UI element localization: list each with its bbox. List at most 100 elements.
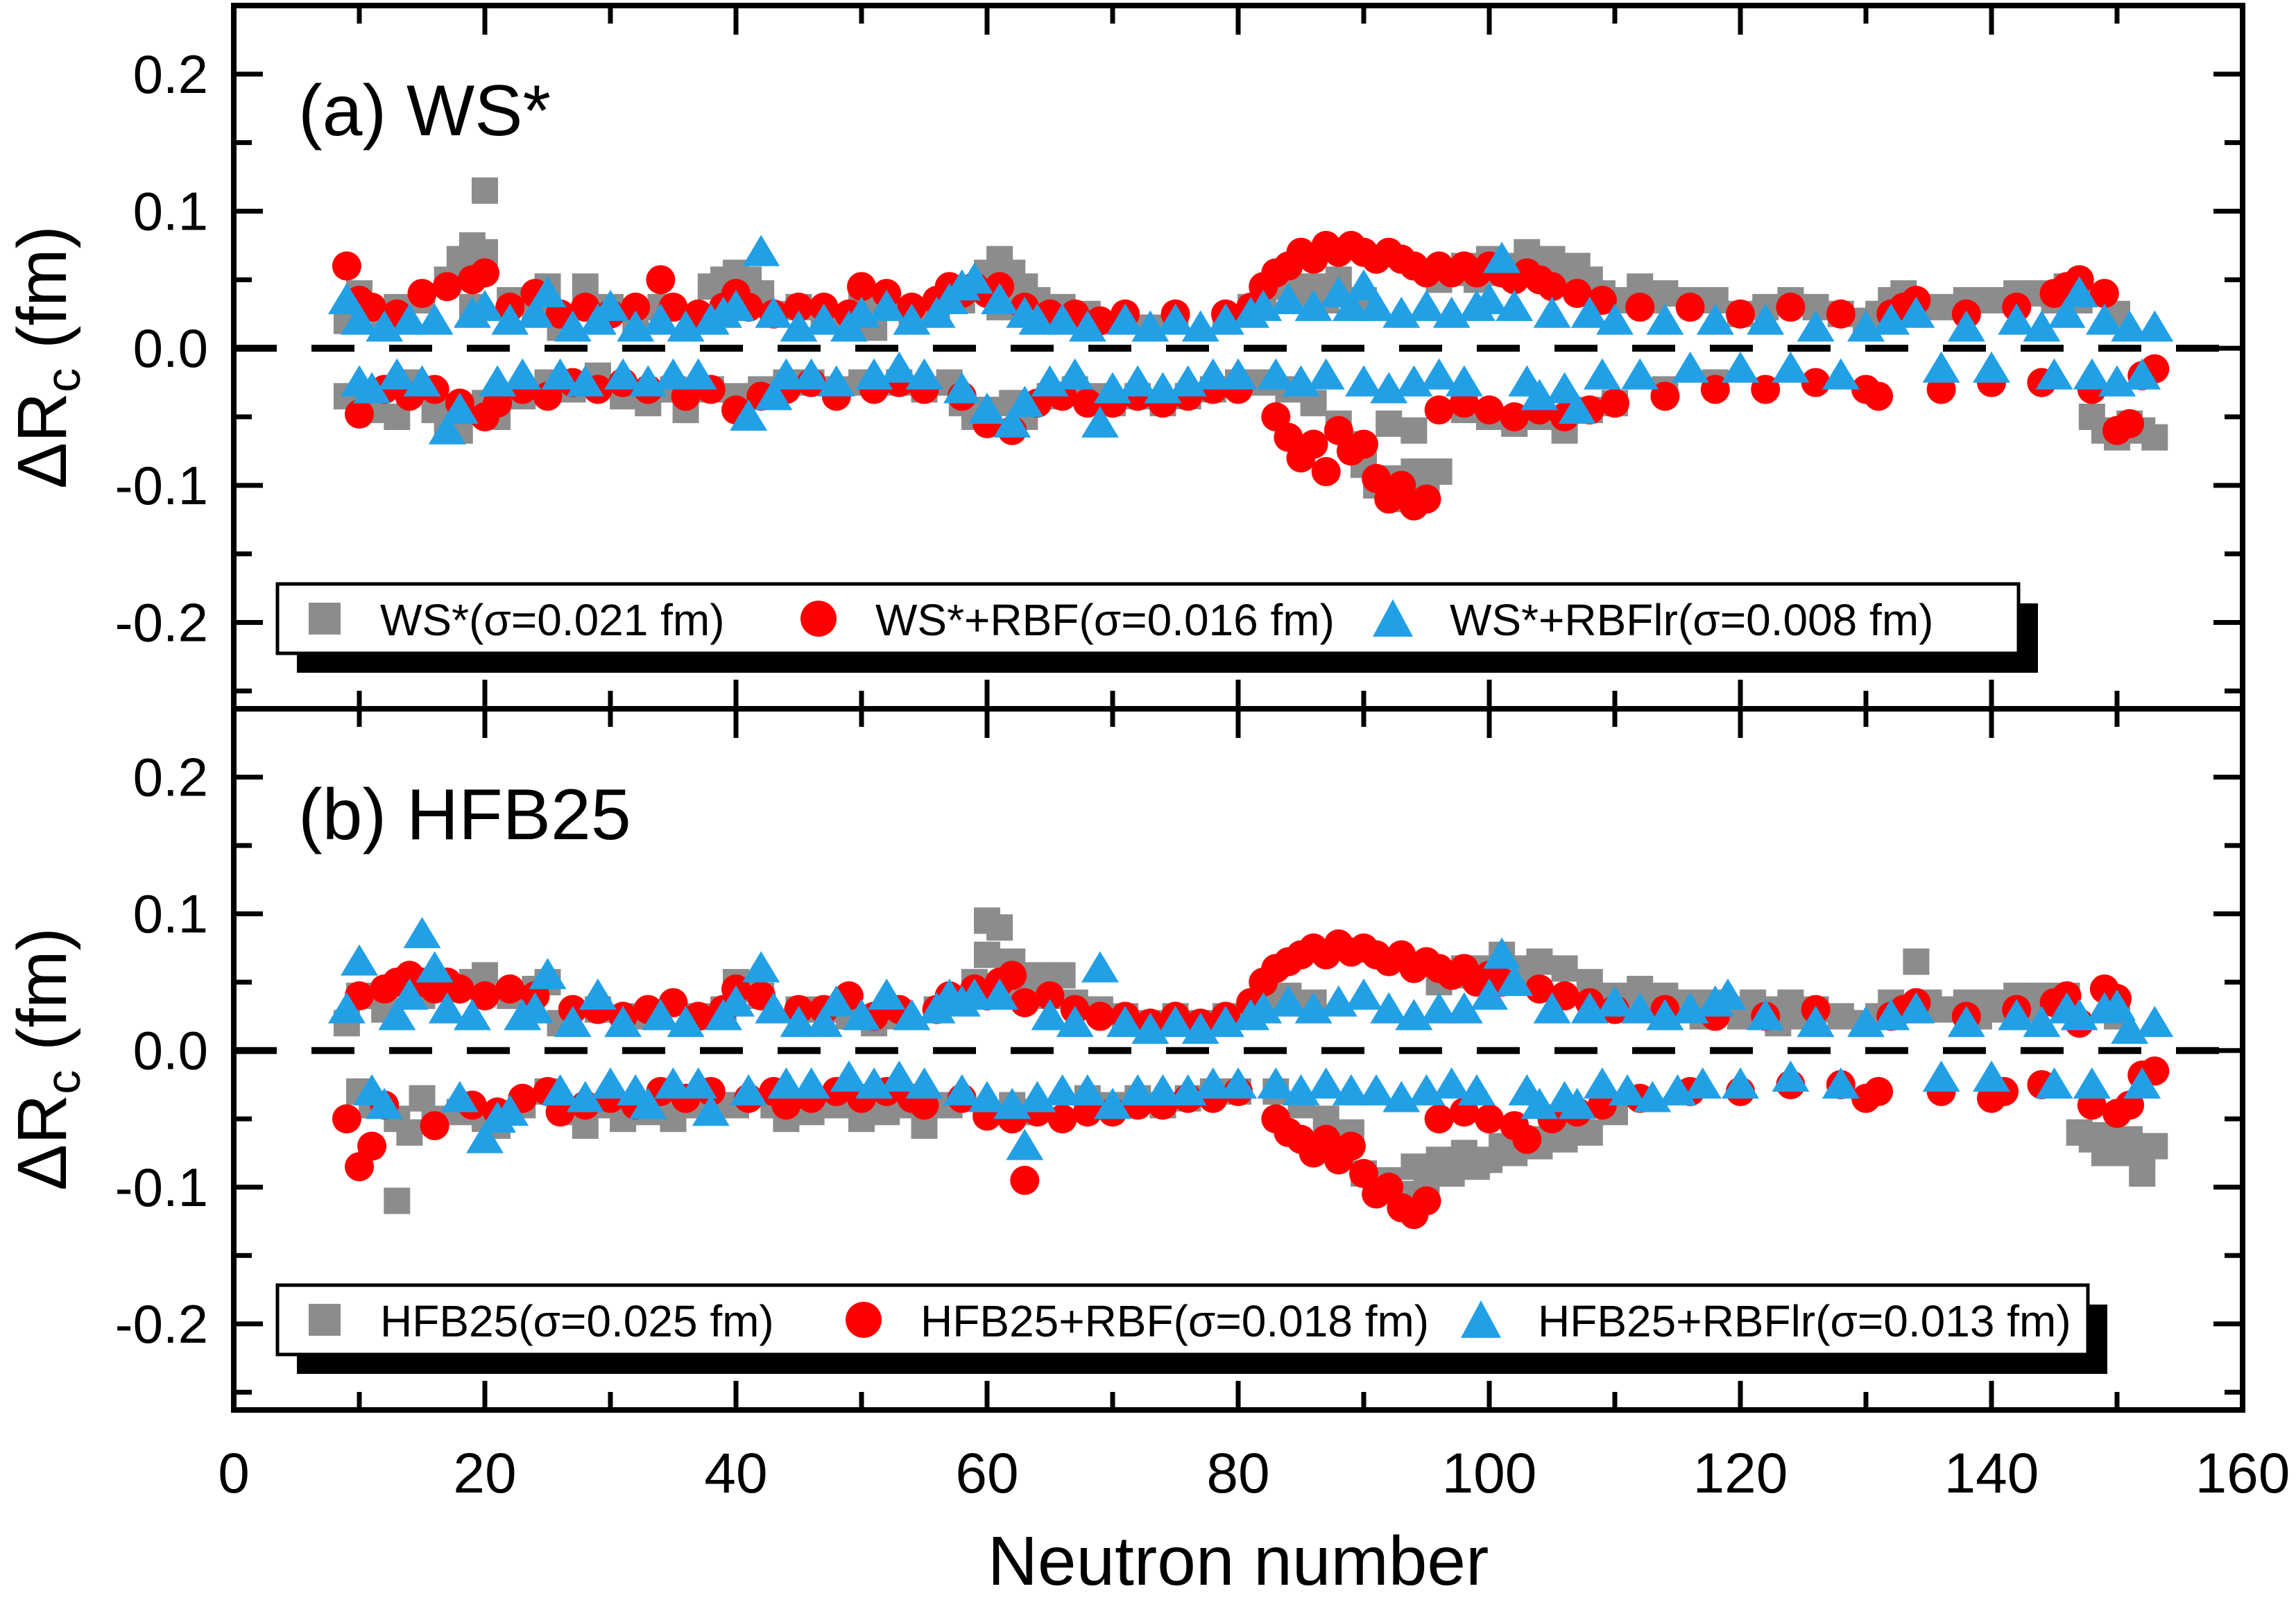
panel-b-legend-circle-marker <box>846 1302 882 1338</box>
y-tick-label: 0.2 <box>133 747 208 808</box>
data-point-triangle <box>415 303 454 335</box>
data-point-triangle <box>1696 303 1734 335</box>
data-point-triangle <box>1558 1087 1596 1119</box>
data-point-triangle <box>1797 310 1835 342</box>
data-point-triangle <box>1068 1074 1106 1106</box>
data-point-triangle <box>1219 358 1257 390</box>
data-point-circle <box>1424 1104 1454 1134</box>
data-point-triangle <box>391 303 429 335</box>
data-point-square <box>396 1119 423 1146</box>
data-point-triangle <box>504 358 542 390</box>
data-point-triangle <box>955 978 993 1010</box>
data-point-triangle <box>1357 289 1396 321</box>
data-point-square <box>1978 286 2005 313</box>
data-point-triangle <box>391 978 429 1010</box>
data-point-circle <box>1475 395 1504 425</box>
y-tick-label: -0.1 <box>115 1157 208 1218</box>
data-point-triangle <box>453 999 491 1031</box>
data-point-triangle <box>1269 282 1308 314</box>
data-point-triangle <box>1445 365 1483 397</box>
data-point-triangle <box>1056 358 1094 390</box>
panel-a-legend-label-2: WS*+RBF(σ=0.016 fm) <box>875 595 1335 645</box>
data-point-triangle <box>1583 358 1621 390</box>
data-point-triangle <box>742 234 780 266</box>
panel-a-tick-labels: 0.2 0.1 0.0 -0.1 -0.2 <box>115 44 208 653</box>
data-point-circle <box>332 251 361 281</box>
data-point-triangle <box>1822 1067 1860 1099</box>
data-point-circle <box>1299 429 1328 459</box>
data-point-triangle <box>968 1081 1006 1112</box>
data-point-square <box>1425 458 1453 485</box>
data-point-triangle <box>1345 365 1382 397</box>
panel-a-legend: WS*(σ=0.021 fm) WS*+RBF(σ=0.016 fm) WS*+… <box>275 582 2038 673</box>
x-tick-label: 80 <box>1206 1442 1269 1505</box>
data-point-triangle <box>1420 992 1458 1024</box>
data-point-square <box>384 1187 411 1214</box>
y-tick-label: -0.2 <box>115 1293 208 1354</box>
panel-b-legend: HFB25(σ=0.025 fm) HFB25+RBF(σ=0.018 fm) … <box>275 1283 2107 1374</box>
data-point-triangle <box>2136 310 2174 342</box>
data-point-triangle <box>2035 358 2073 390</box>
panel-a-title: (a) WS* <box>298 71 551 151</box>
data-point-triangle <box>1081 951 1119 983</box>
data-point-triangle <box>2023 1006 2061 1038</box>
data-point-triangle <box>1496 289 1534 321</box>
data-point-circle <box>1726 299 1755 329</box>
data-point-triangle <box>2123 1067 2161 1099</box>
data-point-triangle <box>968 393 1006 424</box>
data-point-triangle <box>1307 1067 1345 1099</box>
data-point-triangle <box>1772 1060 1810 1092</box>
data-point-circle <box>1537 272 1567 302</box>
data-point-triangle <box>1596 303 1634 335</box>
data-point-triangle <box>880 1060 918 1092</box>
data-point-circle <box>357 1131 387 1161</box>
data-point-triangle <box>1006 1128 1044 1160</box>
data-point-triangle <box>905 1067 943 1099</box>
data-point-circle <box>345 399 374 429</box>
data-point-circle <box>432 272 462 302</box>
panel-b-tick-labels: 0.2 0.1 0.0 -0.1 -0.2 0 20 40 60 80 100 120 140 160 <box>115 747 2290 1505</box>
data-point-circle <box>784 292 814 322</box>
data-point-circle <box>332 1104 361 1134</box>
data-point-triangle <box>1621 358 1659 390</box>
data-point-triangle <box>717 985 755 1017</box>
data-point-circle <box>495 974 525 1004</box>
data-point-square <box>974 941 1000 968</box>
data-point-triangle <box>1194 1067 1232 1099</box>
data-point-circle <box>1424 395 1454 425</box>
data-point-triangle <box>1332 289 1370 321</box>
data-point-circle <box>1085 1001 1115 1031</box>
data-point-triangle <box>843 999 880 1031</box>
data-point-square <box>2141 424 2168 451</box>
data-point-triangle <box>1973 351 2010 383</box>
panel-b-legend-square-marker <box>309 1304 341 1336</box>
panel-a-legend-label-3: WS*+RBFlr(σ=0.008 fm) <box>1450 595 1933 645</box>
data-point-triangle <box>1545 372 1584 404</box>
data-point-triangle <box>1031 999 1069 1031</box>
y-tick-label: -0.1 <box>115 455 208 516</box>
data-point-triangle <box>1922 1060 1960 1092</box>
data-point-triangle <box>1457 1074 1496 1106</box>
data-point-circle <box>1675 292 1705 322</box>
data-point-triangle <box>1747 303 1785 335</box>
data-point-triangle <box>1445 992 1483 1024</box>
data-point-triangle <box>566 1081 604 1112</box>
data-point-circle <box>1864 1076 1894 1106</box>
data-point-triangle <box>2048 296 2086 328</box>
data-point-triangle <box>1332 1074 1370 1106</box>
x-tick-label: 60 <box>955 1442 1018 1505</box>
data-point-triangle <box>830 1060 868 1092</box>
data-point-triangle <box>378 999 416 1031</box>
data-point-triangle <box>943 1074 981 1106</box>
data-point-triangle <box>516 992 554 1024</box>
data-point-triangle <box>1922 351 1960 383</box>
data-point-circle <box>2115 408 2145 438</box>
data-point-triangle <box>1006 386 1044 418</box>
panel-b-y-axis-title: ΔRc (fm) <box>3 927 90 1190</box>
panel-b-legend-label-1: HFB25(σ=0.025 fm) <box>380 1296 774 1346</box>
data-point-triangle <box>1119 365 1157 397</box>
x-axis-title: Neutron number <box>988 1522 1489 1600</box>
data-point-triangle <box>1043 303 1081 335</box>
x-tick-label: 160 <box>2195 1442 2290 1505</box>
